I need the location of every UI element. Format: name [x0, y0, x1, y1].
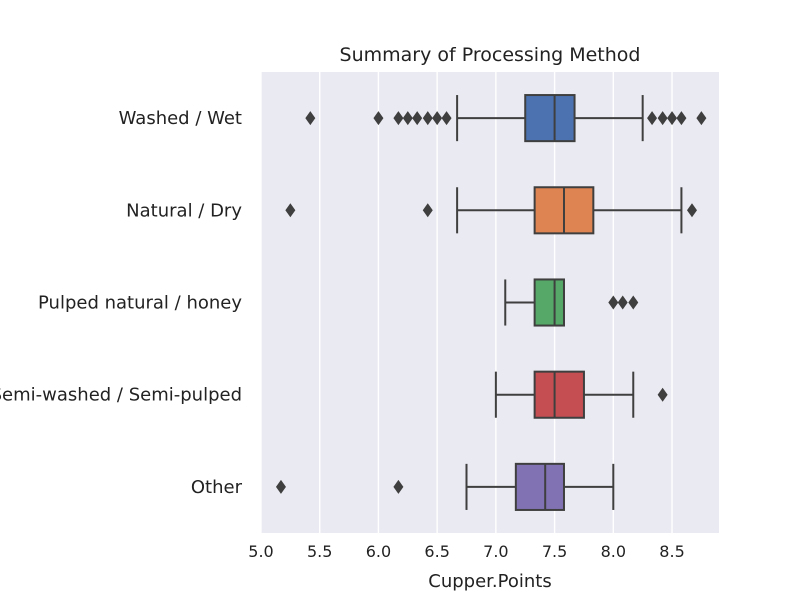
outlier-point: [657, 387, 668, 402]
outlier-point: [422, 111, 433, 126]
category-label: Washed / Wet: [119, 108, 242, 129]
outlier-point: [393, 111, 404, 126]
x-tick-labels: 5.0 5.5 6.0 6.5 7.0 7.5 8.0 8.5: [248, 542, 684, 561]
outlier-point: [422, 203, 433, 218]
iqr-box: [533, 278, 565, 327]
iqr-box: [524, 94, 576, 143]
outlier-point: [696, 111, 707, 126]
outlier-point: [617, 295, 628, 310]
outlier-point: [412, 111, 423, 126]
outlier-point: [285, 203, 296, 218]
iqr-box: [533, 370, 585, 419]
box-group: [285, 186, 697, 235]
outlier-point: [305, 111, 316, 126]
outlier-point: [667, 111, 678, 126]
outlier-point: [657, 111, 668, 126]
x-tick-label: 8.0: [601, 542, 626, 561]
boxes: [275, 94, 707, 511]
outlier-point: [373, 111, 384, 126]
box-group: [494, 370, 668, 419]
category-label: Semi-washed / Semi-pulped: [0, 385, 242, 406]
outlier-point: [676, 111, 687, 126]
x-axis-label: Cupper.Points: [428, 571, 551, 592]
category-label: Other: [191, 477, 243, 498]
x-tick-label: 5.5: [307, 542, 332, 561]
x-tick-label: 5.0: [248, 542, 273, 561]
outlier-point: [432, 111, 443, 126]
category-labels: Washed / Wet Natural / Dry Pulped natural …: [0, 108, 243, 498]
box-group: [275, 462, 615, 511]
x-tick-label: 6.0: [366, 542, 391, 561]
iqr-box: [514, 462, 565, 511]
chart-title: Summary of Processing Method: [340, 44, 641, 66]
x-tick-label: 7.5: [542, 542, 567, 561]
outlier-point: [393, 479, 404, 494]
outlier-point: [647, 111, 658, 126]
outlier-point: [628, 295, 639, 310]
plot-area: [261, 72, 719, 533]
outlier-point: [275, 479, 286, 494]
category-label: Natural / Dry: [126, 200, 242, 221]
outlier-point: [402, 111, 413, 126]
outlier-point: [441, 111, 452, 126]
box-group: [305, 94, 707, 143]
x-tick-label: 6.5: [424, 542, 449, 561]
outlier-point: [608, 295, 619, 310]
x-tick-label: 7.0: [483, 542, 508, 561]
outlier-point: [686, 203, 697, 218]
category-label: Pulped natural / honey: [38, 293, 242, 314]
x-tick-label: 8.5: [659, 542, 684, 561]
box-group: [504, 278, 639, 327]
